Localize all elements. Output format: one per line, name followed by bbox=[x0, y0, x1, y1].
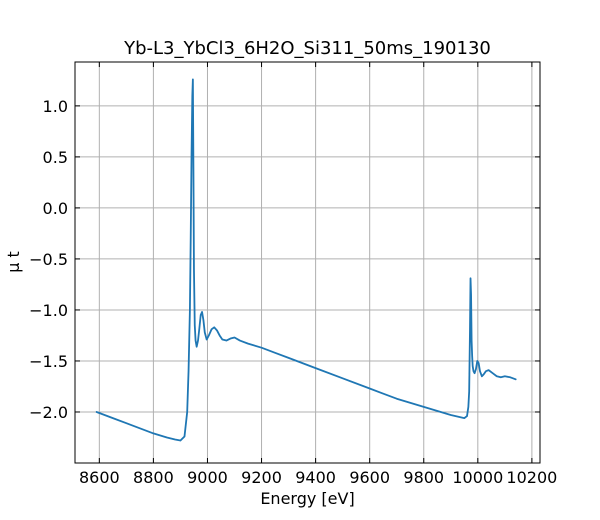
grid bbox=[75, 62, 540, 463]
x-axis-label: Energy [eV] bbox=[260, 489, 354, 508]
series-layer bbox=[95, 78, 517, 442]
x-tick-label: 9600 bbox=[349, 468, 390, 487]
x-tick-label: 10000 bbox=[452, 468, 503, 487]
y-tick-label: −0.5 bbox=[29, 250, 68, 269]
y-axis-label: μ t bbox=[4, 251, 23, 273]
x-tick-label: 10200 bbox=[506, 468, 557, 487]
y-tick-label: 0.5 bbox=[43, 148, 68, 167]
plot-frame bbox=[74, 61, 541, 464]
chart-title: Yb-L3_YbCl3_6H2O_Si311_50ms_190130 bbox=[123, 38, 491, 59]
x-tick-label: 9400 bbox=[295, 468, 336, 487]
y-tick-label: −1.0 bbox=[29, 301, 68, 320]
x-tick-label: 8600 bbox=[79, 468, 120, 487]
x-tick-label: 8800 bbox=[133, 468, 174, 487]
y-tick-label: 1.0 bbox=[43, 97, 68, 116]
series-line-0 bbox=[95, 78, 517, 442]
y-tick-label: −2.0 bbox=[29, 403, 68, 422]
y-tick-label: −1.5 bbox=[29, 352, 68, 371]
y-tick-label: 0.0 bbox=[43, 199, 68, 218]
x-tick-label: 9000 bbox=[187, 468, 228, 487]
x-tick-label: 9200 bbox=[241, 468, 282, 487]
ticks: 8600 8800 9000 9200 9400 9600 9800 10000 10200 1.… bbox=[29, 62, 557, 487]
x-tick-label: 9800 bbox=[403, 468, 444, 487]
